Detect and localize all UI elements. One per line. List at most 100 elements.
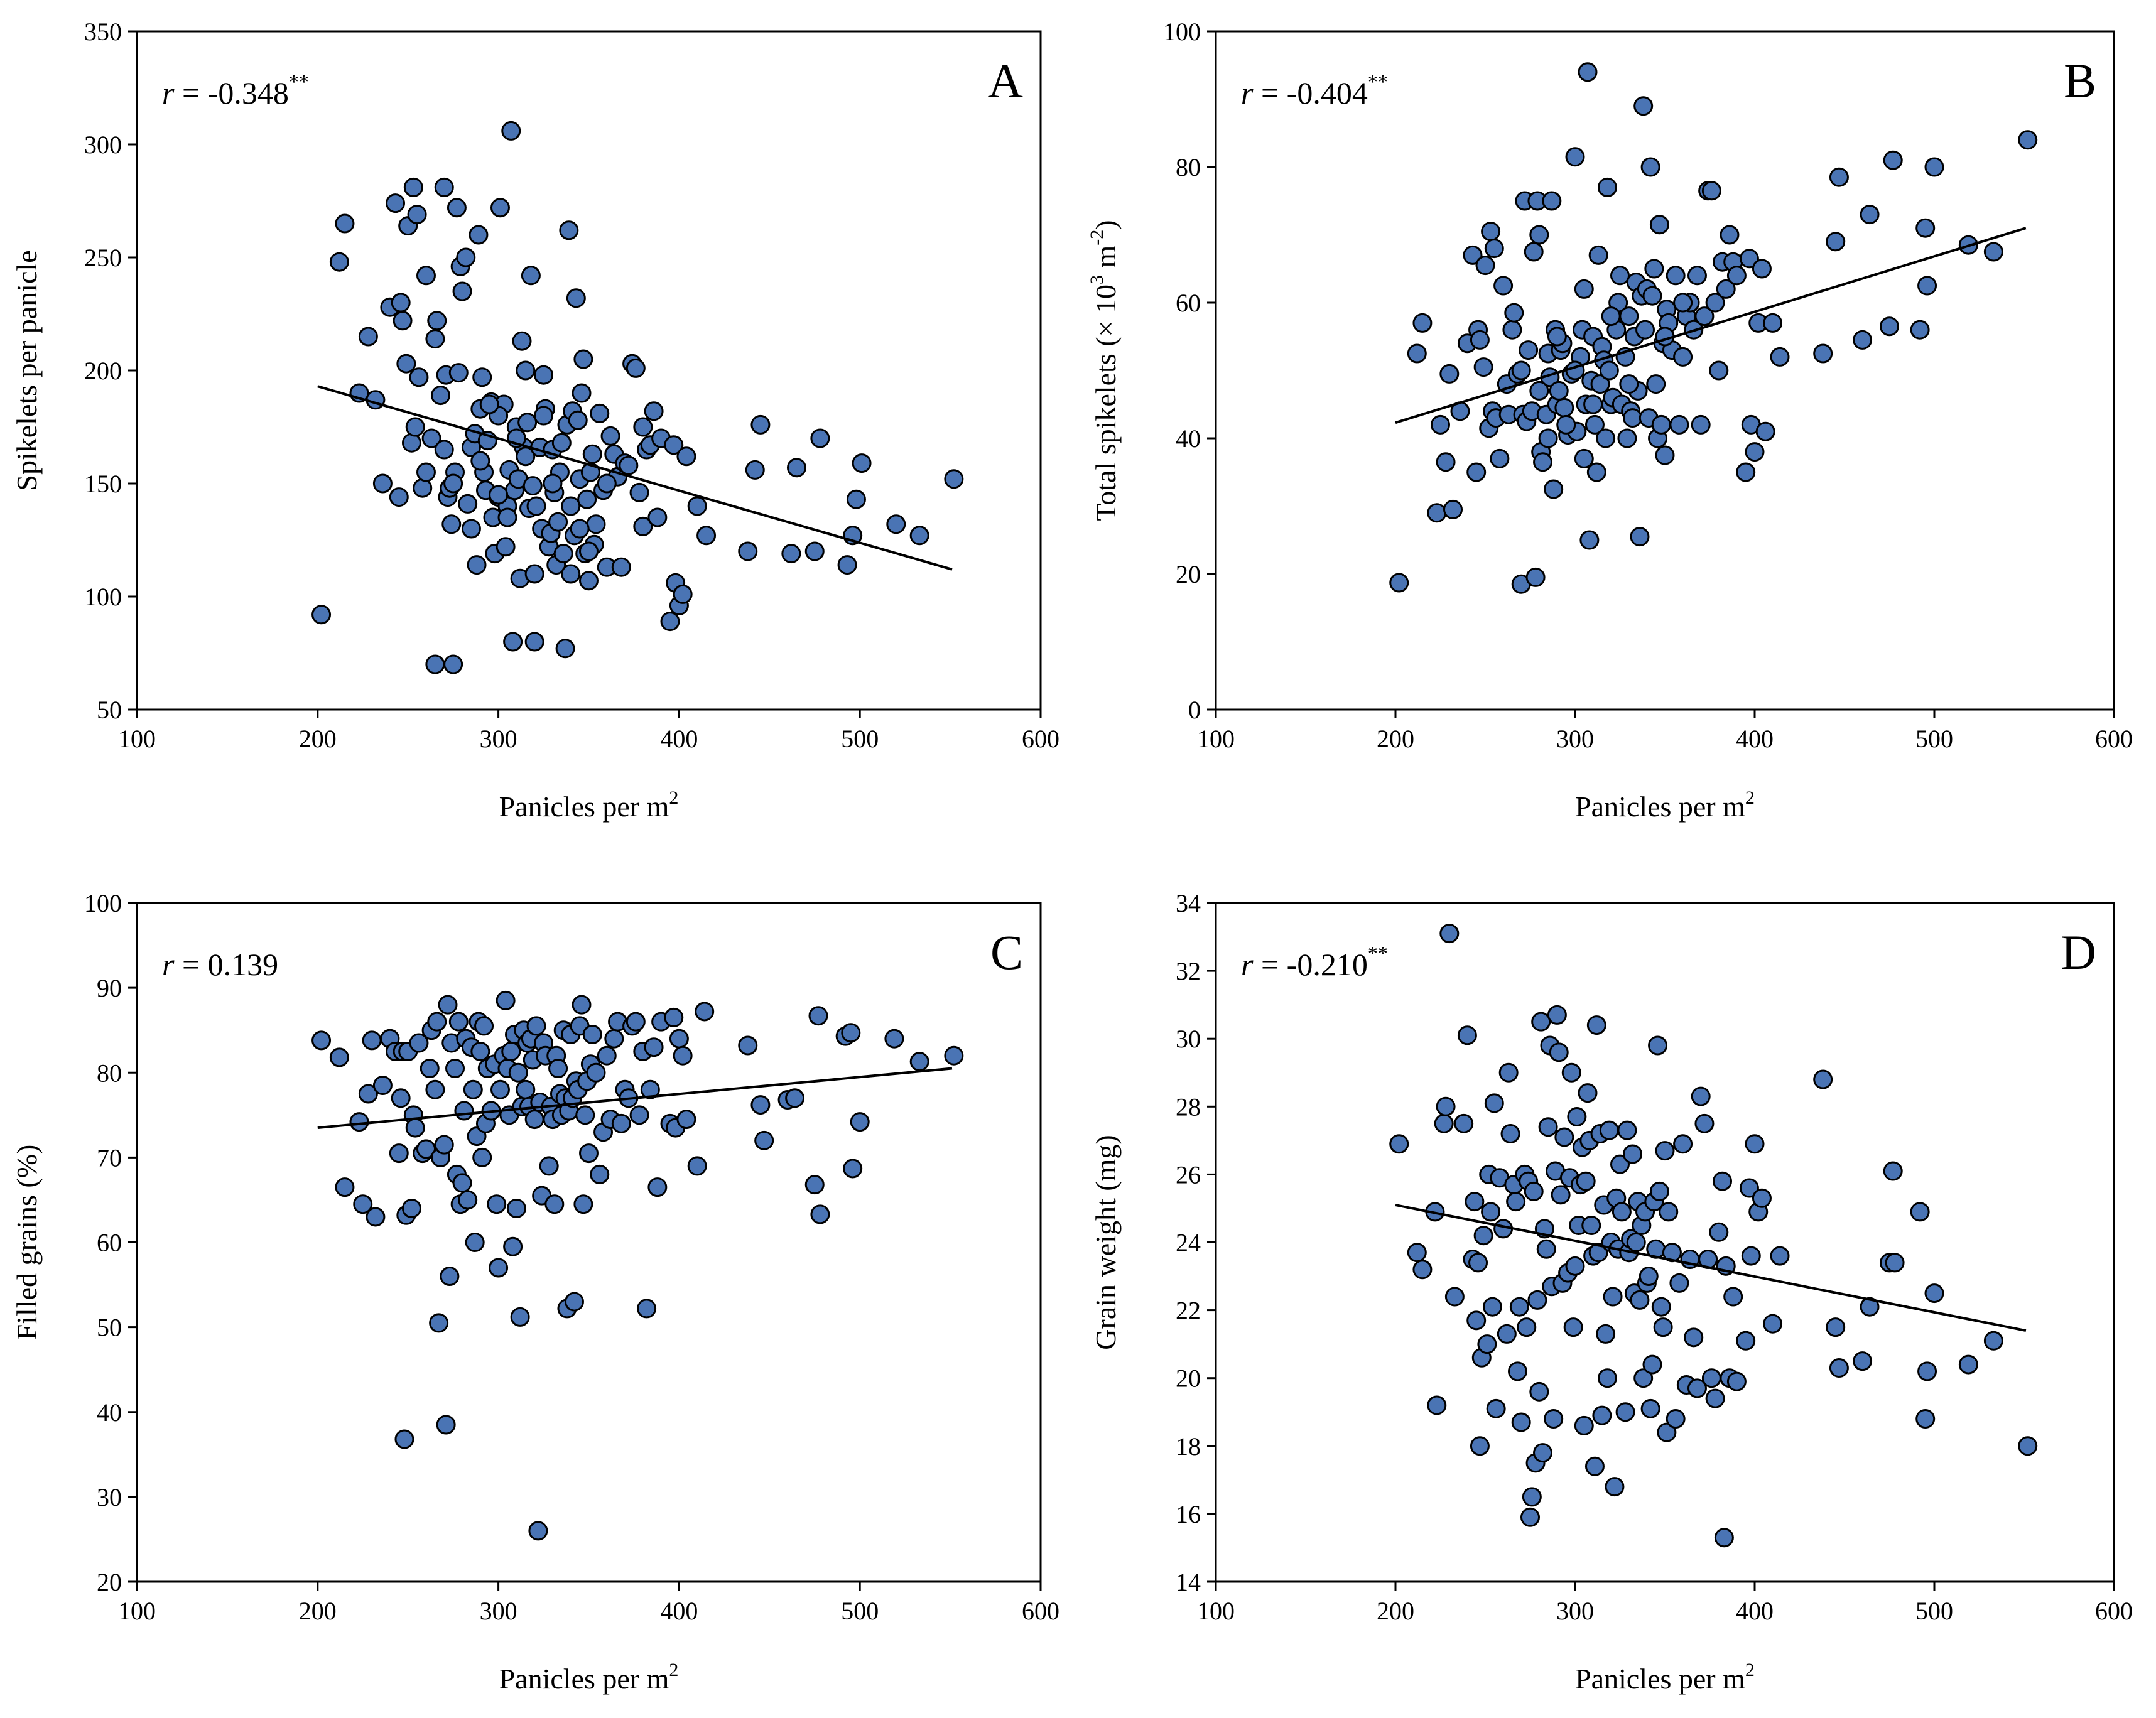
scatter-point: [1431, 414, 1450, 435]
scatter-point: [1633, 96, 1654, 116]
scatter-point: [1617, 1120, 1637, 1140]
y-tick-label: 300: [84, 131, 122, 159]
y-tick-label: 22: [1176, 1297, 1201, 1325]
scatter-point: [1536, 1239, 1556, 1259]
scatter-point: [335, 1177, 355, 1197]
scatter-point: [1547, 327, 1567, 347]
scatter-point: [1910, 320, 1930, 340]
scatter-point: [909, 526, 929, 546]
scatter-point: [548, 512, 568, 532]
scatter-point: [1615, 1402, 1635, 1422]
scatter-point: [944, 1045, 964, 1066]
scatter-point: [1529, 1381, 1549, 1402]
scatter-point: [425, 329, 445, 349]
scatter-point: [1910, 1202, 1930, 1222]
y-tick-label: 30: [97, 1483, 122, 1511]
scatter-point: [664, 1007, 684, 1027]
scatter-point: [409, 1033, 429, 1053]
scatter-point: [600, 426, 620, 446]
scatter-point: [1502, 320, 1522, 340]
x-tick-label: 500: [1915, 725, 1953, 753]
scatter-point: [1497, 1324, 1517, 1344]
scatter-point: [1554, 397, 1574, 418]
scatter-point: [1726, 1371, 1747, 1391]
scatter-point: [886, 514, 906, 534]
scatter-point: [456, 247, 476, 267]
scatter-point: [1723, 1287, 1743, 1307]
scatter-point: [781, 544, 801, 564]
scatter-point: [358, 327, 378, 347]
scatter-point: [1666, 266, 1686, 286]
scatter-point: [553, 544, 573, 564]
scatter-point: [1427, 1395, 1447, 1415]
y-tick-label: 16: [1176, 1500, 1201, 1528]
scatter-point: [1983, 1331, 2003, 1351]
y-tick-label: 250: [84, 244, 122, 272]
x-tick-label: 600: [1022, 1597, 1059, 1625]
trend-line: [1395, 1204, 2027, 1332]
scatter-point: [1509, 1297, 1529, 1317]
scatter-point: [1619, 374, 1639, 394]
scatter-point: [1436, 1096, 1456, 1116]
scatter-point: [403, 177, 423, 197]
scatter-point: [586, 1062, 606, 1083]
scatter-point: [329, 1047, 349, 1067]
scatter-point: [461, 519, 481, 539]
scatter-point: [573, 349, 593, 369]
scatter-point: [1651, 1297, 1671, 1317]
scatter-point: [1519, 340, 1539, 360]
scatter-point: [1651, 414, 1671, 435]
scatter-point: [810, 1204, 830, 1224]
scatter-point: [1444, 1287, 1465, 1307]
panel-letter: A: [988, 53, 1023, 108]
scatter-point: [372, 473, 393, 494]
scatter-point: [1473, 357, 1493, 377]
scatter-point: [1642, 286, 1662, 306]
scatter-point: [647, 1177, 668, 1197]
x-tick-label: 500: [841, 1597, 879, 1625]
scatter-point: [660, 612, 680, 632]
scatter-point: [884, 1029, 904, 1049]
scatter-point: [463, 1079, 483, 1099]
scatter-point: [1701, 1368, 1721, 1388]
scatter-point: [561, 564, 581, 584]
scatter-point: [1705, 1388, 1725, 1408]
scatter-point: [1709, 360, 1729, 381]
scatter-point: [386, 193, 406, 213]
scatter-point: [1576, 1171, 1596, 1191]
scatter-point: [425, 654, 445, 674]
scatter-point: [1883, 150, 1903, 170]
scatter-point: [568, 410, 588, 430]
scatter-point: [1586, 1015, 1606, 1035]
scatter-point: [1649, 215, 1669, 235]
scatter-point: [687, 1156, 707, 1176]
scatter-point: [1691, 1086, 1711, 1106]
scatter-point: [467, 555, 487, 575]
panel-letter: C: [990, 925, 1023, 980]
scatter-point: [604, 1029, 624, 1049]
scatter-point: [420, 1058, 440, 1078]
scatter-point: [503, 632, 523, 652]
y-tick-label: 0: [1188, 696, 1201, 724]
scatter-point: [1716, 279, 1736, 299]
x-tick-label: 600: [2095, 1597, 2133, 1625]
scatter-point: [1554, 1127, 1574, 1147]
scatter-point: [1610, 266, 1630, 286]
y-tick-label: 40: [1176, 424, 1201, 453]
scatter-point: [640, 1079, 660, 1099]
scatter-point: [1574, 1415, 1594, 1435]
panel-letter: D: [2061, 925, 2096, 980]
scatter-point: [1915, 1409, 1936, 1429]
scatter-point: [544, 1194, 565, 1214]
scatter-point: [524, 1110, 544, 1130]
scatter-point: [1599, 1120, 1619, 1140]
scatter-point: [850, 1112, 870, 1132]
scatter-point: [1714, 1528, 1734, 1548]
scatter-point: [311, 605, 332, 625]
scatter-point: [597, 1045, 617, 1066]
scatter-point: [1885, 1253, 1905, 1273]
correlation-annotation: r = -0.210**: [1241, 942, 1388, 982]
scatter-point: [409, 367, 429, 387]
scatter-point: [425, 1079, 445, 1099]
scatter-point: [564, 1292, 584, 1312]
